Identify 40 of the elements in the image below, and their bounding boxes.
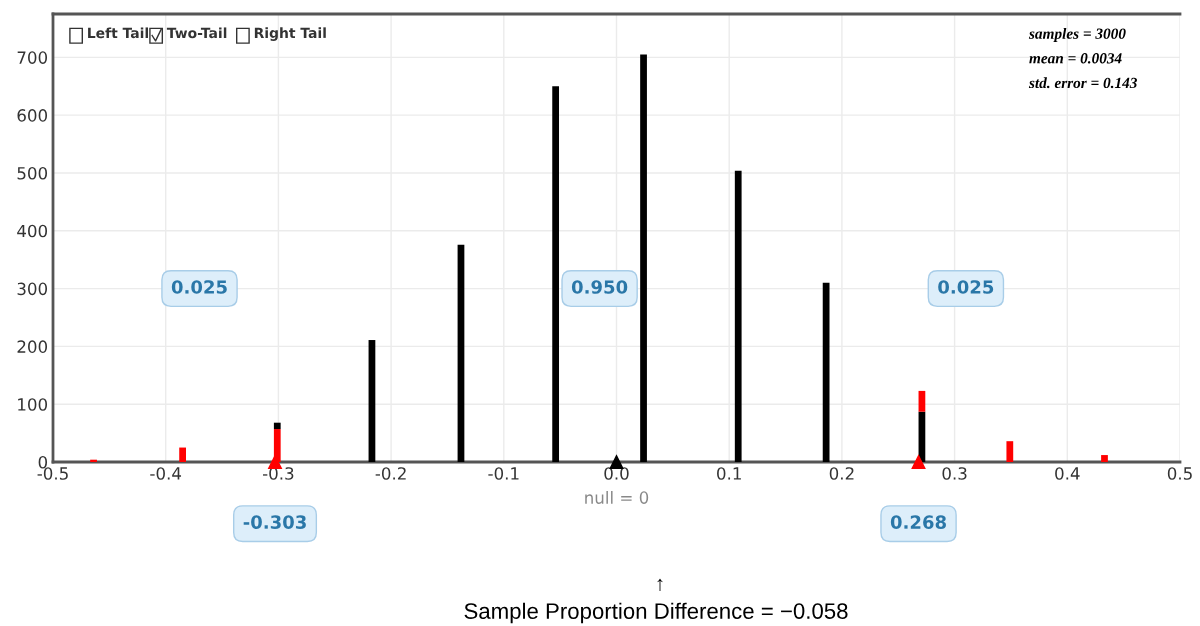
annotation: -0.303 [243, 515, 306, 529]
x-tick-label: -0.2 [375, 467, 406, 480]
x-tick-label: 0.2 [829, 467, 854, 480]
bar [1101, 455, 1108, 462]
y-tick-label: 200 [17, 340, 48, 353]
annotation: Two-Tail [166, 27, 227, 39]
annotation: Left Tail [88, 27, 149, 39]
annotation: null = 0 [585, 491, 649, 504]
x-tick-label: -0.4 [150, 467, 182, 480]
text: ↑ [657, 578, 663, 592]
x-tick-label: -0.5 [37, 467, 68, 480]
y-tick-label: 400 [17, 224, 48, 238]
text: Sample Proportion Difference = −0.058 [464, 602, 848, 624]
bar [273, 422, 281, 430]
x-tick-label: 0.0 [604, 467, 629, 480]
y-tick-label: 700 [17, 51, 48, 64]
bar [1006, 441, 1014, 462]
annotation: 0.268 [890, 515, 946, 529]
bar [640, 54, 647, 462]
annotation: 0.025 [171, 280, 227, 294]
annotation: 0.950 [571, 280, 628, 294]
annotation: mean = 0.0034 [1029, 53, 1122, 64]
annotation: samples = 3000 [1028, 28, 1126, 42]
bar [552, 86, 560, 462]
y-tick-label: 600 [17, 109, 48, 122]
bar [822, 282, 830, 462]
x-tick-label: 0.3 [942, 467, 967, 480]
annotation: 0.025 [938, 280, 994, 294]
bar [734, 170, 742, 462]
x-tick-label: 0.1 [717, 467, 741, 480]
annotation: std. error = 0.143 [1028, 77, 1138, 89]
y-tick-label: 0 [38, 455, 48, 469]
y-tick-label: 300 [17, 282, 48, 296]
x-tick-label: 0.5 [1167, 467, 1192, 480]
bar [179, 447, 186, 462]
x-tick-label: -0.1 [488, 467, 519, 480]
x-tick-label: 0.4 [1055, 467, 1080, 480]
annotation: Right Tail [254, 27, 326, 41]
y-tick-label: 500 [17, 166, 48, 180]
y-tick-label: 100 [18, 398, 48, 411]
